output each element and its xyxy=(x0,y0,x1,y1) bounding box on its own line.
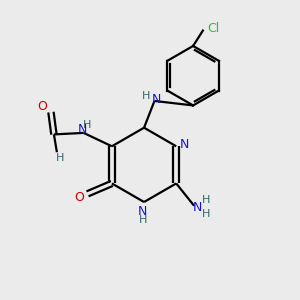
Text: O: O xyxy=(38,100,48,113)
Text: H: H xyxy=(82,120,91,130)
Text: N: N xyxy=(152,93,161,106)
Text: H: H xyxy=(138,215,147,225)
Text: H: H xyxy=(56,153,64,163)
Text: N: N xyxy=(180,138,189,151)
Text: Cl: Cl xyxy=(207,22,219,34)
Text: H: H xyxy=(142,91,150,100)
Text: N: N xyxy=(138,205,147,218)
Text: N: N xyxy=(192,201,202,214)
Text: O: O xyxy=(74,191,84,204)
Text: N: N xyxy=(77,123,87,136)
Text: H: H xyxy=(202,209,211,219)
Text: H: H xyxy=(202,195,211,206)
